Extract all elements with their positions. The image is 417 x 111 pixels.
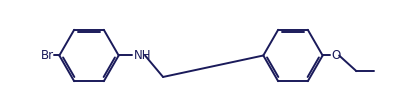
Text: NH: NH (133, 49, 151, 62)
Text: O: O (332, 49, 341, 62)
Text: Br: Br (41, 49, 54, 62)
